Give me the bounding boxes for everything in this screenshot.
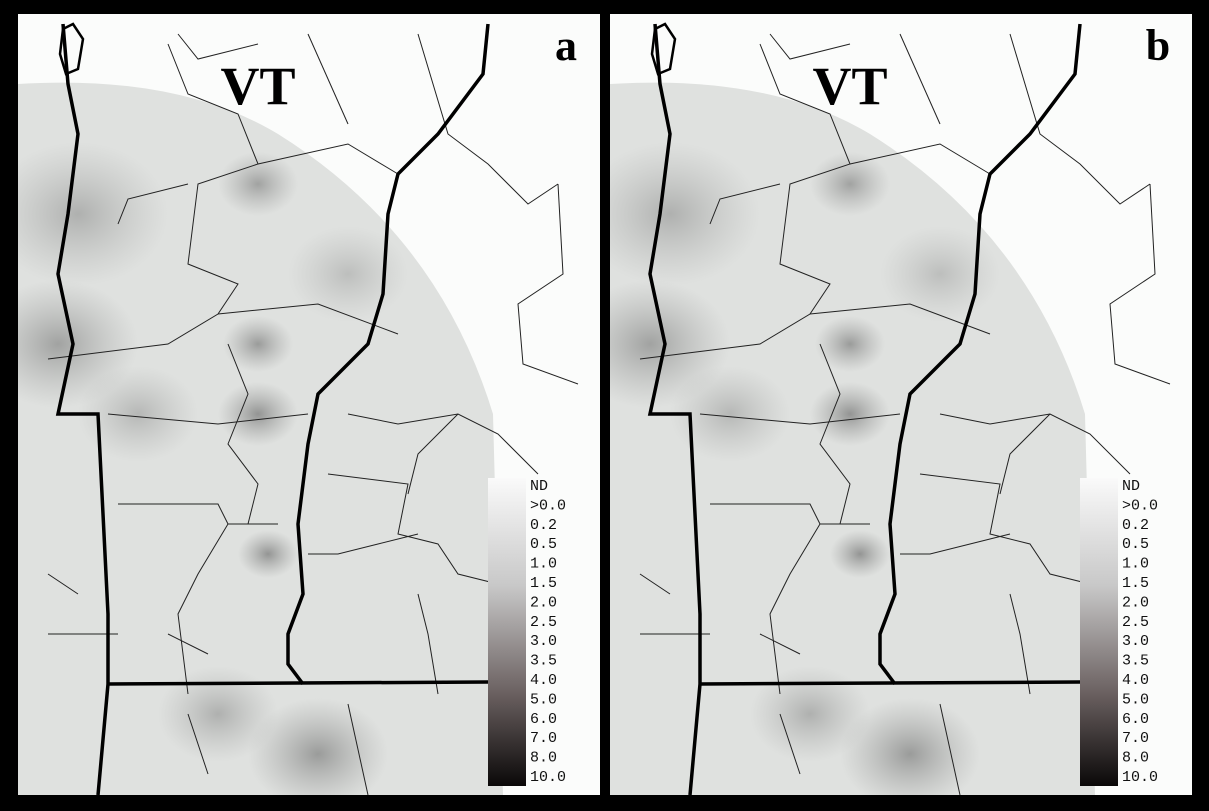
- map-panel: b VT ND >0.0 0.2 0.5 1.0 1.5 2.0 2.5 3.0 3.5 4.0 5.0 6…: [610, 14, 1192, 795]
- precip-shade: [158, 666, 278, 762]
- legend-label: 0.2: [530, 517, 557, 534]
- state-label: VT: [220, 56, 295, 116]
- legend-label: 5.0: [530, 691, 557, 708]
- legend-label: ND: [1122, 478, 1140, 495]
- panel-label: a: [555, 21, 577, 70]
- legend-label: 7.0: [1122, 730, 1149, 747]
- legend-label: 8.0: [1122, 750, 1149, 767]
- legend-label: 3.5: [1122, 653, 1149, 670]
- precip-shade: [880, 226, 1000, 322]
- legend-label: 3.0: [530, 633, 557, 650]
- precip-shade: [810, 382, 890, 446]
- legend-label: >0.0: [1122, 497, 1158, 514]
- state-line: [700, 682, 1080, 684]
- legend-label: 1.5: [530, 575, 557, 592]
- legend-label: 10.0: [530, 769, 566, 786]
- legend-label: 4.0: [1122, 672, 1149, 689]
- precip-shade: [223, 316, 293, 372]
- panel-label: b: [1146, 21, 1170, 70]
- state-line: [108, 682, 488, 684]
- legend-label: 4.0: [530, 672, 557, 689]
- legend-label: 0.5: [1122, 536, 1149, 553]
- legend-label: 8.0: [530, 750, 557, 767]
- precip-shade: [288, 226, 408, 322]
- map-panel: a VT ND >0.0 0.2 0.5 1.0 1.5 2.0 2.5 3.0 3.5 4.0 5.0 6…: [18, 14, 600, 795]
- legend-label: 3.0: [1122, 633, 1149, 650]
- legend-label: 7.0: [530, 730, 557, 747]
- figure: a VT ND >0.0 0.2 0.5 1.0 1.5 2.0 2.5 3.0 3.5 4.0 5.0 6…: [0, 0, 1209, 811]
- legend-label: 2.5: [1122, 614, 1149, 631]
- precip-shade: [750, 666, 870, 762]
- precip-shade: [218, 152, 298, 216]
- legend-bar: [488, 478, 526, 786]
- legend-label: 2.0: [1122, 594, 1149, 611]
- legend-label: 5.0: [1122, 691, 1149, 708]
- precip-shade: [830, 530, 890, 578]
- precip-shade: [815, 316, 885, 372]
- legend-label: 10.0: [1122, 769, 1158, 786]
- legend-label: 1.0: [1122, 556, 1149, 573]
- precip-shade: [810, 152, 890, 216]
- legend-label: 0.2: [1122, 517, 1149, 534]
- legend-label: 0.5: [530, 536, 557, 553]
- legend-bar: [1080, 478, 1118, 786]
- legend-label: 2.0: [530, 594, 557, 611]
- legend-label: 6.0: [1122, 711, 1149, 728]
- legend-label: ND: [530, 478, 548, 495]
- legend-label: 1.0: [530, 556, 557, 573]
- legend-label: 6.0: [530, 711, 557, 728]
- legend-label: 1.5: [1122, 575, 1149, 592]
- state-label: VT: [812, 56, 887, 116]
- precip-shade: [238, 530, 298, 578]
- legend-label: 3.5: [530, 653, 557, 670]
- legend-label: >0.0: [530, 497, 566, 514]
- legend-label: 2.5: [530, 614, 557, 631]
- precip-shade: [218, 382, 298, 446]
